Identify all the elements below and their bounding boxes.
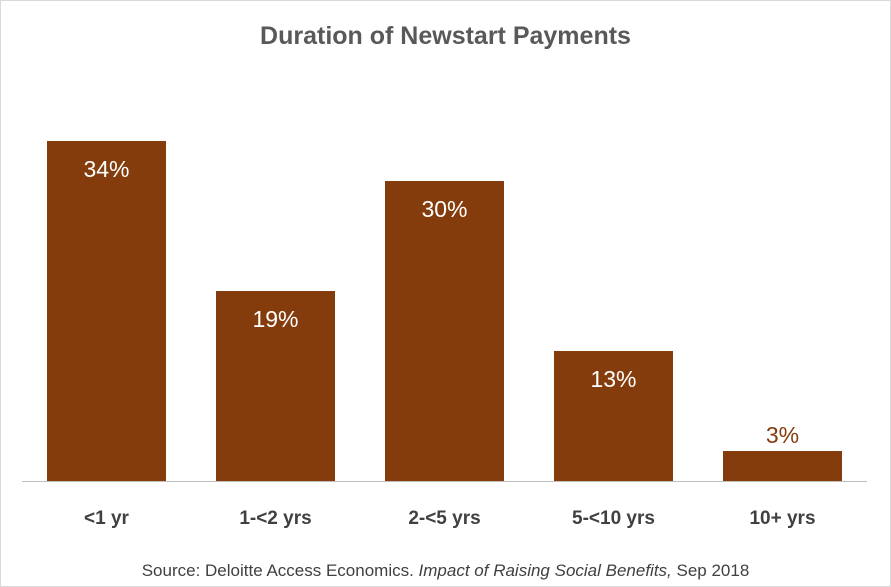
bar-0 — [47, 141, 166, 481]
data-label-3: 13% — [590, 366, 636, 392]
source-suffix: Sep 2018 — [671, 561, 750, 580]
source-note: Source: Deloitte Access Economics. Impac… — [0, 561, 891, 581]
category-label-0: <1 yr — [84, 508, 130, 529]
category-label-4: 10+ yrs — [749, 508, 815, 529]
bar-3 — [554, 351, 673, 481]
category-label-3: 5-<10 yrs — [572, 508, 655, 529]
category-label-1: 1-<2 yrs — [239, 508, 311, 529]
data-label-1: 19% — [252, 306, 298, 332]
data-labels-group: 34% 19% 30% 13% 3% — [83, 156, 799, 448]
category-label-2: 2-<5 yrs — [408, 508, 480, 529]
data-label-4: 3% — [766, 422, 799, 448]
bar-4 — [723, 451, 842, 481]
category-labels-group: <1 yr 1-<2 yrs 2-<5 yrs 5-<10 yrs 10+ yrs — [84, 508, 815, 529]
chart-title: Duration of Newstart Payments — [260, 22, 631, 50]
bar-2 — [385, 181, 504, 481]
data-label-2: 30% — [421, 196, 467, 222]
source-title: Impact of Raising Social Benefits, — [418, 561, 672, 580]
data-label-0: 34% — [83, 156, 129, 182]
source-prefix: Source: Deloitte Access Economics. — [141, 561, 419, 580]
bar-1 — [216, 291, 335, 481]
bars-group — [47, 141, 842, 481]
